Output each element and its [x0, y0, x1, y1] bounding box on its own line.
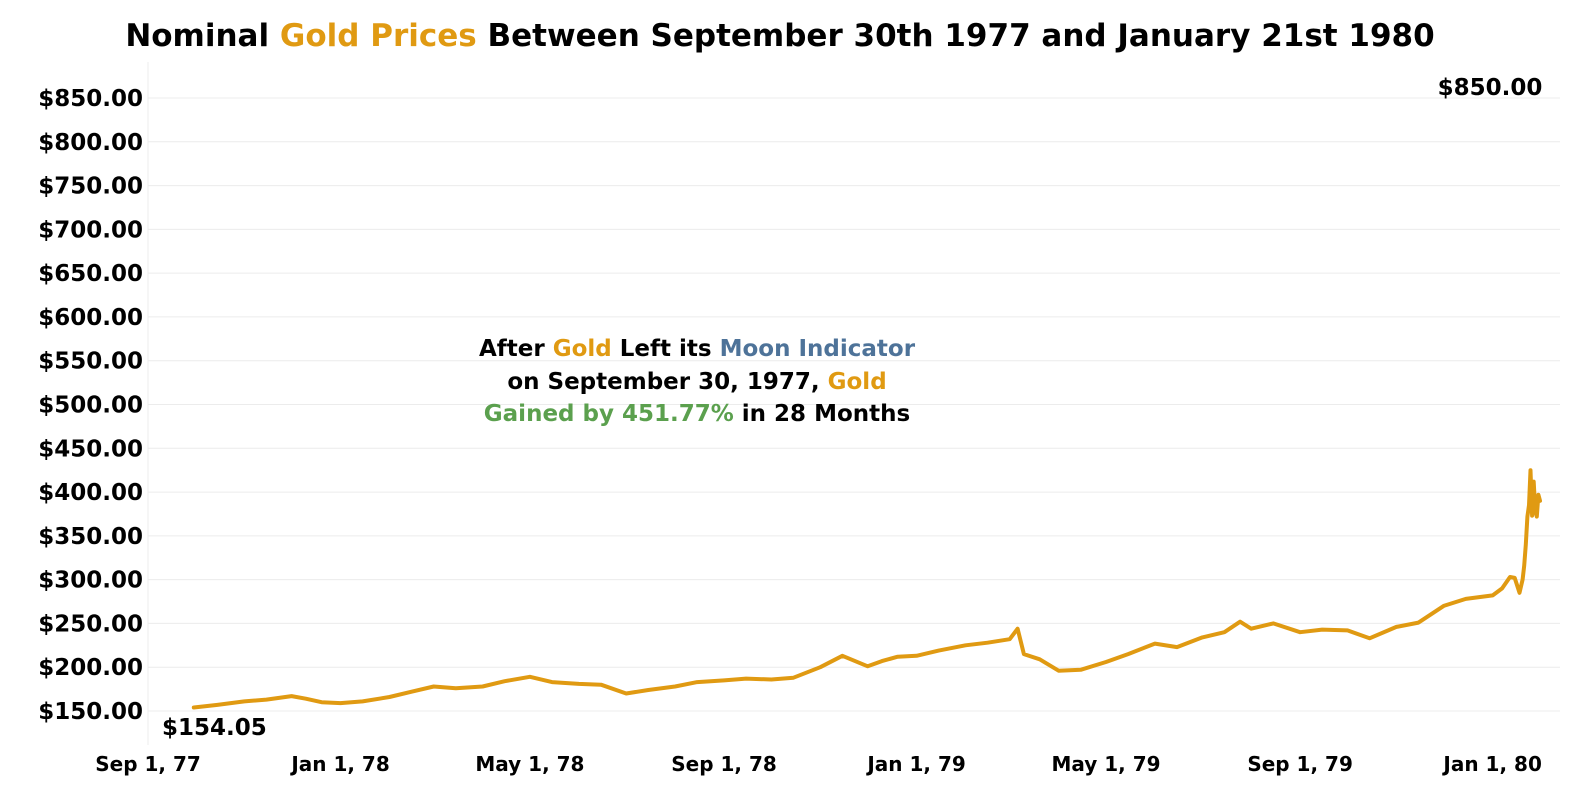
y-tick-label: $650.00 — [38, 261, 143, 287]
annotation-line-3: Gained by 451.77% in 28 Months — [484, 401, 910, 427]
y-tick-label: $350.00 — [38, 524, 143, 550]
x-tick-label: May 1, 78 — [475, 752, 584, 776]
start-value-label: $154.05 — [162, 715, 267, 741]
x-tick-label: Sep 1, 78 — [671, 752, 777, 776]
y-tick-label: $400.00 — [38, 480, 143, 506]
x-tick-label: Jan 1, 80 — [1441, 752, 1541, 776]
y-tick-label: $850.00 — [38, 86, 143, 112]
y-tick-label: $700.00 — [38, 217, 143, 243]
y-tick-label: $300.00 — [38, 568, 143, 594]
y-tick-label: $550.00 — [38, 349, 143, 375]
x-axis-ticks: Sep 1, 77 Jan 1, 78 May 1, 78 Sep 1, 78 Jan … — [95, 752, 1542, 776]
y-tick-label: $800.00 — [38, 130, 143, 156]
chart-title: Nominal Gold Prices Between September 30… — [125, 18, 1434, 54]
x-tick-label: Jan 1, 79 — [865, 752, 965, 776]
y-tick-label: $250.00 — [38, 611, 143, 637]
x-tick-label: May 1, 79 — [1051, 752, 1160, 776]
y-tick-label: $600.00 — [38, 305, 143, 331]
title-highlight: Gold Prices — [280, 18, 477, 54]
x-tick-label: Sep 1, 77 — [95, 752, 201, 776]
x-tick-label: Sep 1, 79 — [1247, 752, 1353, 776]
annotation-line-2: on September 30, 1977, Gold — [507, 369, 886, 395]
y-tick-label: $500.00 — [38, 393, 143, 419]
y-tick-label: $450.00 — [38, 436, 143, 462]
gridlines — [147, 62, 1560, 745]
annotation-line-1: After Gold Left its Moon Indicator — [479, 336, 916, 362]
y-tick-label: $750.00 — [38, 174, 143, 200]
end-value-label: $850.00 — [1438, 75, 1543, 101]
y-axis-ticks: $150.00 $200.00 $250.00 $300.00 $350.00 $400.… — [38, 86, 143, 725]
gold-price-line — [191, 468, 1542, 710]
annotation-note: After Gold Left its Moon Indicator on Se… — [479, 336, 916, 427]
y-tick-label: $200.00 — [38, 655, 143, 681]
y-tick-label: $150.00 — [38, 699, 143, 725]
x-tick-label: Jan 1, 78 — [289, 752, 389, 776]
